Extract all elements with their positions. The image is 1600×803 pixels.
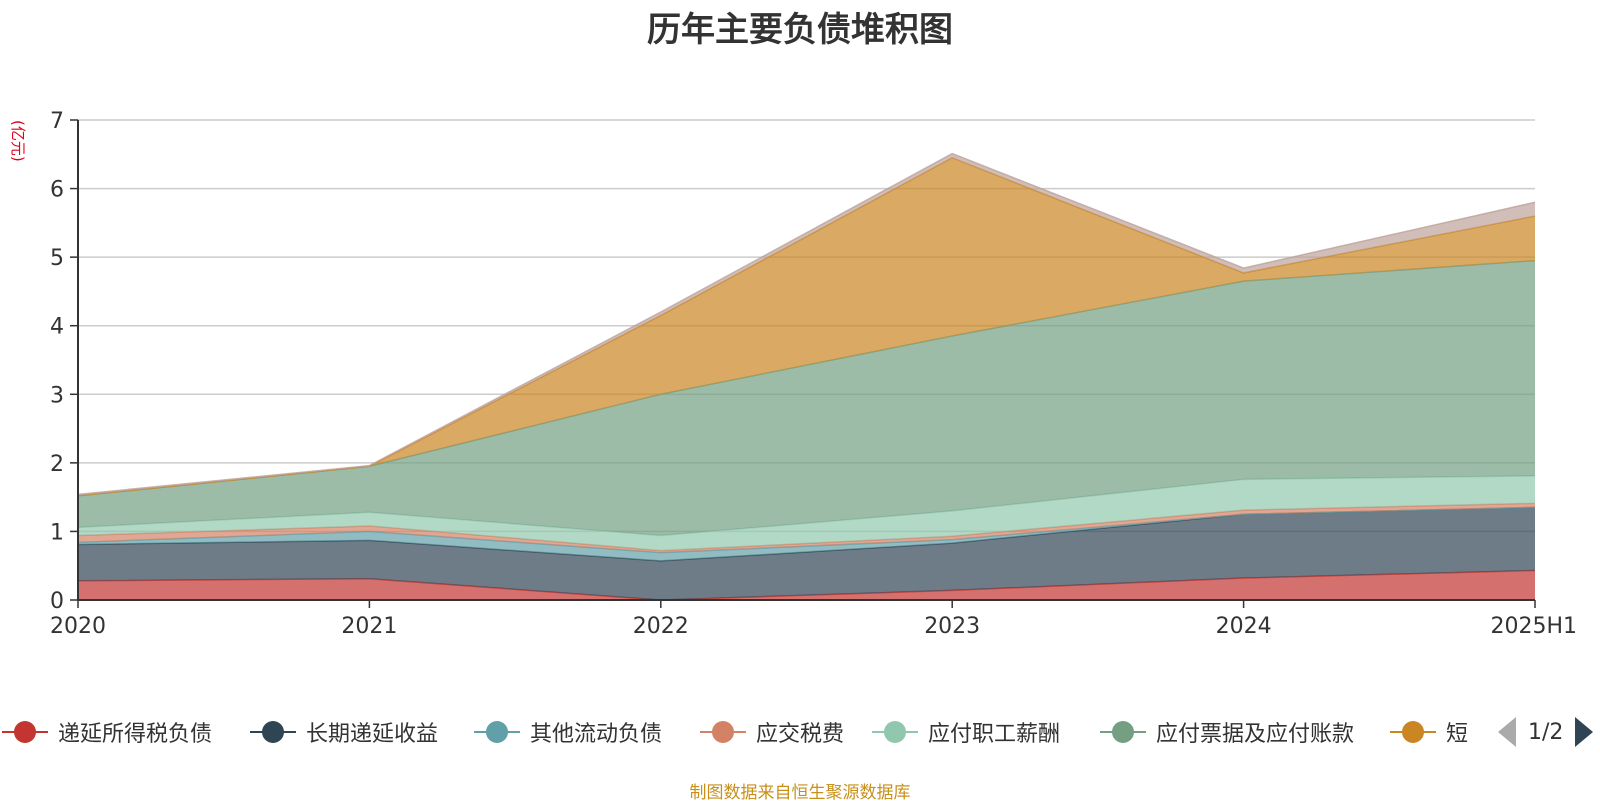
area-series-0[interactable] [78, 570, 1535, 600]
legend-next-page-icon[interactable] [1575, 717, 1594, 747]
x-tick-label: 2021 [341, 614, 397, 639]
legend-pager: 1/2 [1498, 712, 1594, 752]
legend-marker-icon [698, 717, 748, 747]
legend-marker-icon [472, 717, 522, 747]
legend-label: 其他流动负债 [530, 722, 663, 747]
series-areas [77, 152, 1536, 601]
legend-item[interactable]: 应付职工薪酬 [870, 712, 1060, 752]
y-tick-label: 3 [50, 383, 64, 408]
x-tick-label: 2025H1 [1490, 614, 1577, 639]
legend-label: 递延所得税负债 [58, 722, 213, 747]
x-tick-label: 2024 [1216, 614, 1272, 639]
area-series-3[interactable] [78, 503, 1535, 553]
y-tick-label: 0 [50, 589, 64, 614]
legend-item[interactable]: 其他流动负债 [472, 712, 662, 752]
legend-item[interactable]: 短 [1388, 712, 1468, 752]
legend-items: 递延所得税负债 长期递延收益 其他流动负债 应交税费 应付职工薪酬 应付票据及应付账款 短 [0, 712, 1490, 752]
y-tick-label: 6 [50, 178, 64, 203]
y-axis-unit: (亿元) [9, 120, 27, 162]
x-tick-label: 2020 [50, 614, 106, 639]
y-tick-label: 1 [50, 520, 64, 545]
y-tick-label: 2 [50, 452, 64, 477]
chart-title: 历年主要负债堆积图 [647, 10, 953, 50]
y-tick-label: 4 [50, 315, 64, 340]
data-source-note: 制图数据来自恒生聚源数据库 [689, 783, 911, 803]
x-tick-label: 2023 [924, 614, 980, 639]
legend-marker-icon [0, 717, 50, 747]
x-tick-label: 2022 [633, 614, 689, 639]
legend-marker-icon [1388, 717, 1438, 747]
area-series-4[interactable] [78, 475, 1535, 551]
legend-marker-icon [870, 717, 920, 747]
legend-prev-page-icon[interactable] [1498, 717, 1516, 747]
legend-item[interactable]: 递延所得税负债 [0, 712, 212, 752]
legend-label: 应交税费 [756, 722, 845, 747]
legend-label: 短 [1446, 722, 1469, 747]
legend-marker-icon [248, 717, 298, 747]
legend-label: 应付票据及应付账款 [1156, 722, 1355, 747]
legend-item[interactable]: 应付票据及应付账款 [1098, 712, 1354, 752]
area-series-1[interactable] [78, 507, 1535, 600]
area-series-edge-7 [77, 152, 1536, 496]
y-tick-label: 7 [50, 109, 64, 134]
axes: 0 1 2 3 4 5 6 7 2020 2021 2022 2023 2024 2025H1 [50, 109, 1577, 639]
legend: 递延所得税负债 长期递延收益 其他流动负债 应交税费 应付职工薪酬 应付票据及应付账款短 … [0, 712, 1600, 752]
area-series-6[interactable] [78, 157, 1535, 496]
area-series-edge-2 [77, 506, 1536, 554]
legend-marker-icon [1098, 717, 1148, 747]
legend-label: 长期递延收益 [306, 722, 439, 747]
stacked-area-chart: 0 1 2 3 4 5 6 7 2020 2021 2022 2023 2024 2025H1 [50, 109, 1577, 639]
y-tick-label: 5 [50, 246, 64, 271]
legend-item[interactable]: 长期递延收益 [248, 712, 438, 752]
area-series-5[interactable] [78, 260, 1535, 536]
legend-item[interactable]: 应交税费 [698, 712, 844, 752]
legend-label: 应付职工薪酬 [928, 722, 1061, 747]
legend-page-indicator: 1/2 [1528, 719, 1564, 745]
